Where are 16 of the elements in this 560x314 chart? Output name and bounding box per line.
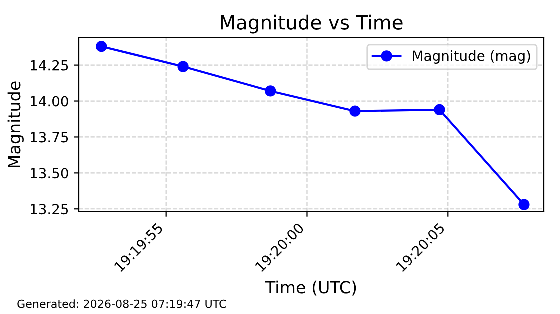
point (434, 104, 446, 116)
y-tick-label: 14.25 (31, 60, 68, 71)
chart-title: Magnitude vs Time (221, 14, 403, 34)
point (265, 86, 276, 97)
y-tick-label: 13.25 (31, 204, 68, 215)
point (518, 199, 530, 210)
x-axis-title: Time (UTC) (265, 280, 356, 296)
text: Generated: 2026-08-25 07:19:47 UTC (18, 300, 226, 308)
y-axis-title: Magnitude (8, 82, 24, 168)
y-tick-label: 14.00 (31, 96, 68, 107)
y-tick-label: 13.75 (31, 132, 68, 143)
legend-label: Magnitude (mag) (413, 50, 530, 64)
point (96, 41, 108, 52)
point (350, 106, 361, 117)
point (178, 61, 189, 72)
y-tick-label: 13.50 (31, 168, 68, 179)
